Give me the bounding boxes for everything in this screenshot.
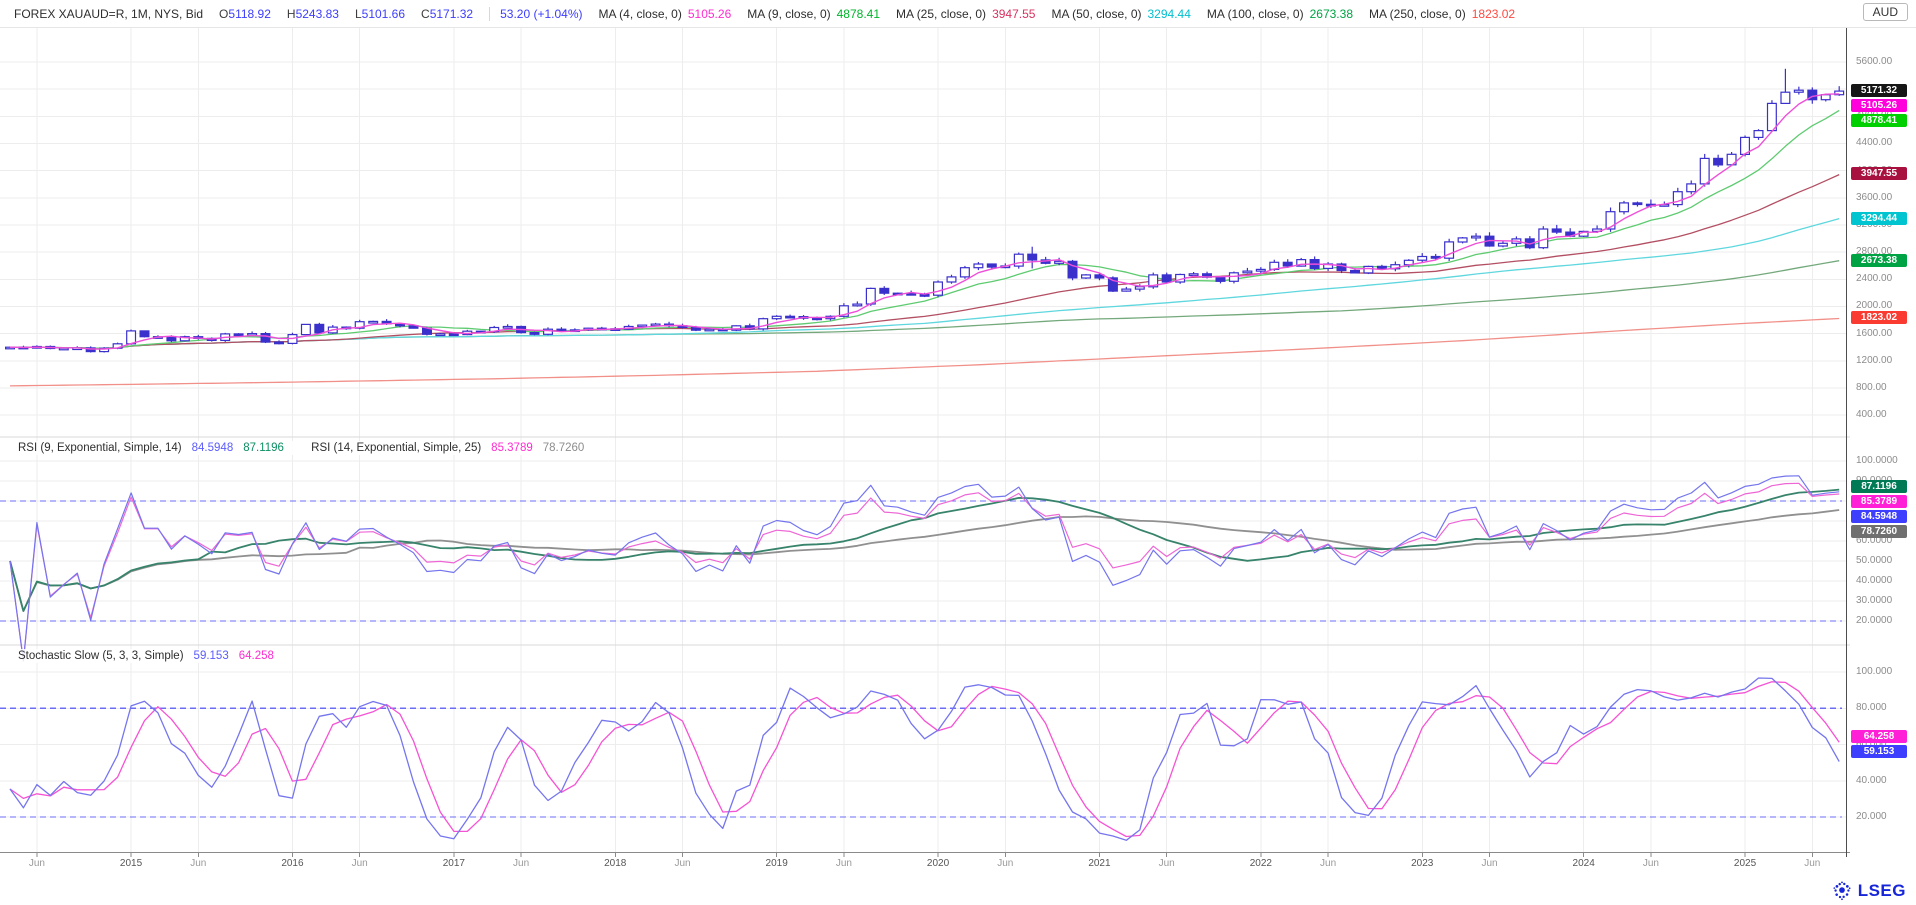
price-axis-label: 1200.00 bbox=[1856, 354, 1893, 366]
price-axis-badge: 5105.26 bbox=[1851, 99, 1907, 113]
price-axis-badge: 3294.44 bbox=[1851, 211, 1907, 225]
x-axis-label: 2021 bbox=[1088, 858, 1111, 869]
ma-legend-item-25[interactable]: MA (25, close, 0) 3947.55 bbox=[896, 6, 1036, 21]
x-axis-label: Jun bbox=[1320, 858, 1337, 869]
price-axis-label: 800.00 bbox=[1856, 381, 1887, 393]
rsi-axis-label: 50.0000 bbox=[1856, 555, 1893, 566]
x-axis-label: Jun bbox=[513, 858, 530, 869]
x-axis-label: Jun bbox=[1642, 858, 1659, 869]
ohlc-open: O5118.92 bbox=[219, 6, 271, 21]
stoch-axis-label: 20.000 bbox=[1856, 811, 1887, 822]
rsi-axis-badge: 78.7260 bbox=[1851, 524, 1907, 538]
ma-legend-item-100[interactable]: MA (100, close, 0) 2673.38 bbox=[1206, 6, 1353, 21]
lseg-logo-text: LSEG bbox=[1857, 881, 1906, 900]
ohlc-close: C5171.32 bbox=[421, 6, 474, 21]
x-axis-label: Jun bbox=[351, 858, 368, 869]
rsi-axis-label: 40.0000 bbox=[1856, 575, 1893, 586]
rsi-legend[interactable]: RSI (9, Exponential, Simple, 14) 84.5948 8… bbox=[14, 441, 599, 455]
x-axis-label: Jun bbox=[997, 858, 1014, 869]
price-axis-label: 2800.00 bbox=[1856, 246, 1893, 258]
currency-button[interactable]: AUD bbox=[1862, 3, 1908, 21]
x-axis-label: Jun bbox=[1158, 858, 1175, 869]
rsi-axis-label: 20.0000 bbox=[1856, 615, 1893, 626]
price-change: 53.20 (+1.04%) bbox=[489, 6, 582, 21]
ma-legend-item-9[interactable]: MA (9, close, 0) 4878.41 bbox=[747, 6, 881, 21]
x-axis-label: 2023 bbox=[1411, 858, 1434, 869]
stoch-axis-badge: 64.258 bbox=[1851, 729, 1907, 743]
x-axis-label: 2025 bbox=[1733, 858, 1757, 869]
x-axis-label: 2017 bbox=[442, 858, 465, 869]
price-axis-badge: 3947.55 bbox=[1851, 167, 1907, 181]
ma-legend-item-50[interactable]: MA (50, close, 0) 3294.44 bbox=[1051, 6, 1191, 21]
rsi-axis-badge: 85.3789 bbox=[1851, 494, 1907, 508]
x-axis-label: Jun bbox=[835, 858, 852, 869]
x-axis-label: 2020 bbox=[926, 858, 950, 869]
rsi-axis-badge: 84.5948 bbox=[1851, 509, 1907, 523]
stoch-axis-label: 40.000 bbox=[1856, 774, 1887, 786]
price-axis-label: 2000.00 bbox=[1856, 300, 1893, 312]
x-axis-label: Jun bbox=[674, 858, 691, 869]
price-axis-badge: 4878.41 bbox=[1851, 114, 1907, 128]
price-axis-badge: 1823.02 bbox=[1851, 311, 1907, 325]
stoch-axis-label: 60.000 bbox=[1856, 739, 1887, 751]
chart-canvas[interactable]: RSI (9, Exponential, Simple, 14) 84.5948 8… bbox=[0, 28, 1916, 878]
x-axis-label: Jun bbox=[1481, 858, 1498, 869]
rsi-axis-badge: 87.1196 bbox=[1851, 479, 1907, 493]
x-axis-label: 2022 bbox=[1249, 858, 1272, 869]
ma-legend-item-250[interactable]: MA (250, close, 0) 1823.02 bbox=[1369, 6, 1516, 21]
rsi-axis-label: 30.0000 bbox=[1856, 595, 1893, 606]
x-axis-label: Jun bbox=[190, 858, 207, 869]
x-axis-label: 2019 bbox=[765, 858, 788, 869]
price-axis-label: 1600.00 bbox=[1856, 327, 1893, 339]
lseg-logo: LSEG bbox=[1831, 880, 1906, 902]
footer: LSEG bbox=[0, 878, 1916, 905]
x-axis-label: 2018 bbox=[604, 858, 627, 869]
x-axis-label: 2015 bbox=[119, 858, 143, 869]
price-axis-label: 3600.00 bbox=[1856, 191, 1893, 203]
price-axis-label: 400.00 bbox=[1856, 409, 1887, 421]
price-axis-label: 5600.00 bbox=[1856, 56, 1893, 67]
lseg-logo-icon bbox=[1833, 881, 1851, 901]
price-axis-label: 4400.00 bbox=[1856, 137, 1893, 149]
ohlc-high: H5243.83 bbox=[286, 6, 339, 21]
rsi-axis-label: 60.0000 bbox=[1856, 535, 1893, 546]
price-axis-badge: 5171.32 bbox=[1851, 84, 1907, 98]
x-axis-label: 2024 bbox=[1572, 858, 1595, 869]
stoch-axis-label: 80.000 bbox=[1856, 702, 1887, 714]
ma-legend-item-4[interactable]: MA (4, close, 0) 5105.26 bbox=[598, 6, 732, 21]
price-axis-label: 2400.00 bbox=[1856, 273, 1893, 285]
x-axis-label: Jun bbox=[28, 858, 45, 869]
stochastic-legend[interactable]: Stochastic Slow (5, 3, 3, Simple) 59.153 6… bbox=[14, 649, 288, 663]
x-axis-label: 2016 bbox=[281, 858, 304, 869]
chart-plot[interactable] bbox=[0, 28, 1850, 878]
x-axis-label: Jun bbox=[1804, 858, 1821, 869]
ohlc-low: L5101.66 bbox=[354, 6, 406, 21]
chart-header: FOREX XAUAUD=R, 1M, NYS, Bid O5118.92 H5… bbox=[0, 0, 1916, 28]
instrument-title: FOREX XAUAUD=R, 1M, NYS, Bid bbox=[14, 6, 204, 21]
stoch-axis-badge: 59.153 bbox=[1851, 744, 1907, 758]
stoch-axis-label: 100.000 bbox=[1856, 666, 1893, 677]
price-axis-badge: 2673.38 bbox=[1851, 253, 1907, 267]
rsi-axis-label: 100.0000 bbox=[1856, 455, 1898, 466]
